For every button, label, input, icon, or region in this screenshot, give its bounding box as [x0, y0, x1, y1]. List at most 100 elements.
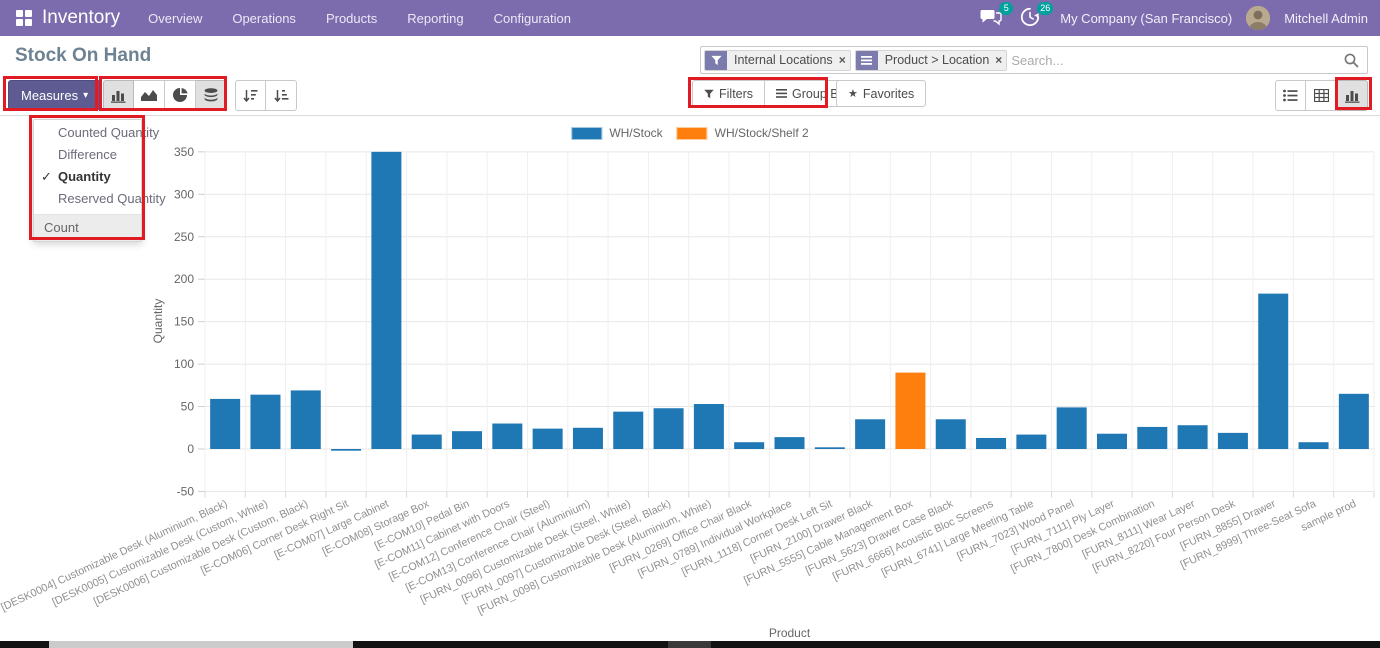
search-bar[interactable]: Internal Locations×Product > Location× [700, 46, 1368, 74]
y-tick-label: 350 [174, 145, 194, 159]
chart-bar[interactable]: [FURN_8111] Wear Layer — WH/Stock: 28 [1178, 425, 1208, 449]
avatar-placeholder-icon [1246, 6, 1270, 30]
sort-ascending-button[interactable] [266, 80, 297, 111]
bar-chart-icon [111, 89, 126, 103]
filter-icon [705, 51, 727, 70]
navbar-right: 5 26 My Company (San Francisco) Mitchell… [980, 6, 1368, 30]
filter-groupby-group: Filters Group By [692, 80, 857, 107]
navbar-menu-overview[interactable]: Overview [148, 11, 202, 26]
caret-down-icon: ▾ [83, 90, 88, 101]
chart-bar[interactable]: [FURN_6666] Acoustic Bloc Screens — WH/S… [976, 438, 1006, 449]
legend-item-wh-stock[interactable]: WH/Stock [571, 126, 662, 140]
x-tick-label: [FURN_0789] Individual Workplace [636, 498, 794, 580]
chart-bar[interactable]: [FURN_0789] Individual Workplace — WH/St… [775, 437, 805, 449]
x-tick-label: [E-COM06] Corner Desk Right Sit [199, 498, 350, 577]
apps-menu-icon[interactable] [16, 10, 32, 26]
area-chart-icon [141, 89, 157, 102]
messages-button[interactable]: 5 [980, 7, 1006, 29]
measures-menu-item-reserved-quantity[interactable]: Reserved Quantity [34, 188, 141, 210]
line-chart-button[interactable] [134, 80, 165, 111]
navbar-menu-products[interactable]: Products [326, 11, 377, 26]
x-tick-label: [FURN_2100] Drawer Black [749, 498, 875, 565]
y-tick-label: 300 [174, 187, 194, 201]
avatar [1246, 6, 1270, 30]
chart-bar[interactable]: [FURN_5555] Cable Management Box — WH/St… [895, 373, 925, 449]
chart-bar[interactable]: [FURN_0096] Customizable Desk (Steel, Wh… [613, 412, 643, 449]
chart-bar[interactable]: [FURN_0269] Office Chair Black — WH/Stoc… [734, 442, 764, 449]
chart-bar[interactable]: sample prod — WH/Stock: 65 [1339, 394, 1369, 449]
company-switcher[interactable]: My Company (San Francisco) [1060, 11, 1232, 26]
favorites-button[interactable]: ★ Favorites [836, 80, 926, 107]
chart-bar[interactable]: [DESK0005] Customizable Desk (Custom, Wh… [250, 395, 280, 449]
filters-button[interactable]: Filters [692, 80, 765, 107]
y-tick-label: 150 [174, 315, 194, 329]
scrollbar-thumb[interactable] [49, 641, 353, 648]
legend-swatch [677, 127, 708, 140]
chart-bar[interactable]: [E-COM06] Corner Desk Right Sit — WH/Sto… [331, 449, 361, 451]
measures-button[interactable]: Measures ▾ [8, 80, 101, 110]
chart-bar[interactable]: [E-COM11] Cabinet with Doors — WH/Stock:… [492, 424, 522, 449]
chart-bar[interactable]: [DESK0004] Customizable Desk (Aluminium,… [210, 399, 240, 449]
page-title: Stock On Hand [15, 45, 151, 67]
x-tick-label: [FURN_6666] Acoustic Bloc Screens [831, 498, 996, 583]
horizontal-scrollbar[interactable] [0, 641, 1380, 648]
navbar-menu-reporting[interactable]: Reporting [407, 11, 463, 26]
navbar-menus: Overview Operations Products Reporting Confi… [148, 11, 571, 26]
chart-bar[interactable]: [E-COM10] Pedal Bin — WH/Stock: 21 [452, 431, 482, 449]
chart-bar[interactable]: [FURN_5623] Drawer Case Black — WH/Stock… [936, 419, 966, 449]
chart-bar[interactable]: [FURN_7800] Desk Combination — WH/Stock:… [1137, 427, 1167, 449]
search-icon[interactable] [1344, 53, 1359, 73]
activities-button[interactable]: 26 [1020, 7, 1046, 29]
x-tick-label: [FURN_7111] Ply Layer [1009, 498, 1116, 557]
x-tick-label: [E-COM11] Cabinet with Doors [373, 498, 512, 571]
measures-menu-item-counted-quantity[interactable]: Counted Quantity [34, 122, 141, 144]
chart-type-buttons [103, 80, 227, 111]
x-tick-label: [FURN_6741] Large Meeting Table [880, 498, 1036, 579]
chart-bar[interactable]: [FURN_8220] Four Person Desk — WH/Stock:… [1218, 433, 1248, 449]
chart-bar[interactable]: [FURN_7023] Wood Panel — WH/Stock: 49 [1057, 407, 1087, 449]
measures-button-label: Measures [21, 88, 78, 103]
list-view-button[interactable] [1275, 80, 1306, 111]
facet-remove-icon[interactable]: × [839, 53, 846, 67]
chart-bar[interactable]: [FURN_8999] Three-Seat Sofa — WH/Stock: … [1299, 442, 1329, 449]
view-switcher [1275, 80, 1368, 111]
search-facets: Internal Locations×Product > Location× [704, 50, 1011, 71]
pivot-view-button[interactable] [1306, 80, 1337, 111]
activities-badge: 26 [1037, 2, 1053, 15]
sort-amount-desc-icon [243, 89, 258, 103]
chart-bar[interactable]: [FURN_0097] Customizable Desk (Steel, Bl… [654, 408, 684, 449]
user-menu[interactable]: Mitchell Admin [1284, 11, 1368, 26]
navbar-menu-configuration[interactable]: Configuration [494, 11, 571, 26]
search-input[interactable] [1011, 53, 1341, 68]
graph-view-button[interactable] [1337, 80, 1368, 111]
bar-chart-button[interactable] [103, 80, 134, 111]
measures-menu-item-count[interactable]: Count [34, 215, 141, 241]
facet-label: Internal Locations [734, 53, 833, 67]
chart-bar[interactable]: [FURN_1118] Corner Desk Left Sit — WH/St… [815, 447, 845, 449]
chart-bar[interactable]: [E-COM12] Conference Chair (Steel) — WH/… [533, 429, 563, 449]
x-tick-label: [FURN_1118] Corner Desk Left Sit [680, 498, 834, 578]
search-facet-product-location: Product > Location× [855, 50, 1008, 71]
pie-chart-button[interactable] [165, 80, 196, 111]
control-panel: Stock On Hand Internal Locations×Product… [0, 36, 1380, 116]
chart-bar[interactable]: [FURN_8855] Drawer — WH/Stock: 183 [1258, 294, 1288, 449]
app-name[interactable]: Inventory [42, 7, 120, 29]
chart-bar[interactable]: [E-COM08] Storage Box — WH/Stock: 17 [412, 435, 442, 449]
chart-bar[interactable]: [E-COM07] Large Cabinet — WH/Stock: 350 [371, 152, 401, 449]
x-tick-label: [DESK0005] Customizable Desk (Custom, Wh… [50, 498, 269, 609]
filter-funnel-icon [704, 89, 714, 99]
facet-remove-icon[interactable]: × [995, 53, 1002, 67]
chart-bar[interactable]: [E-COM13] Conference Chair (Aluminium) —… [573, 428, 603, 449]
measures-menu-item-quantity[interactable]: Quantity [34, 166, 141, 188]
chart-bar[interactable]: [FURN_6741] Large Meeting Table — WH/Sto… [1016, 435, 1046, 449]
navbar-menu-operations[interactable]: Operations [232, 11, 296, 26]
sort-descending-button[interactable] [235, 80, 266, 111]
legend-item-wh-stock-shelf-2[interactable]: WH/Stock/Shelf 2 [677, 126, 809, 140]
stacked-toggle-button[interactable] [196, 80, 227, 111]
chart-bar[interactable]: [FURN_0098] Customizable Desk (Aluminium… [694, 404, 724, 449]
chart-bar[interactable]: [DESK0006] Customizable Desk (Custom, Bl… [291, 390, 321, 449]
chart-bar[interactable]: [FURN_7111] Ply Layer — WH/Stock: 18 [1097, 434, 1127, 449]
measures-menu-item-difference[interactable]: Difference [34, 144, 141, 166]
chart-bar[interactable]: [FURN_2100] Drawer Black — WH/Stock: 35 [855, 419, 885, 449]
y-axis-title: Quantity [151, 299, 165, 344]
